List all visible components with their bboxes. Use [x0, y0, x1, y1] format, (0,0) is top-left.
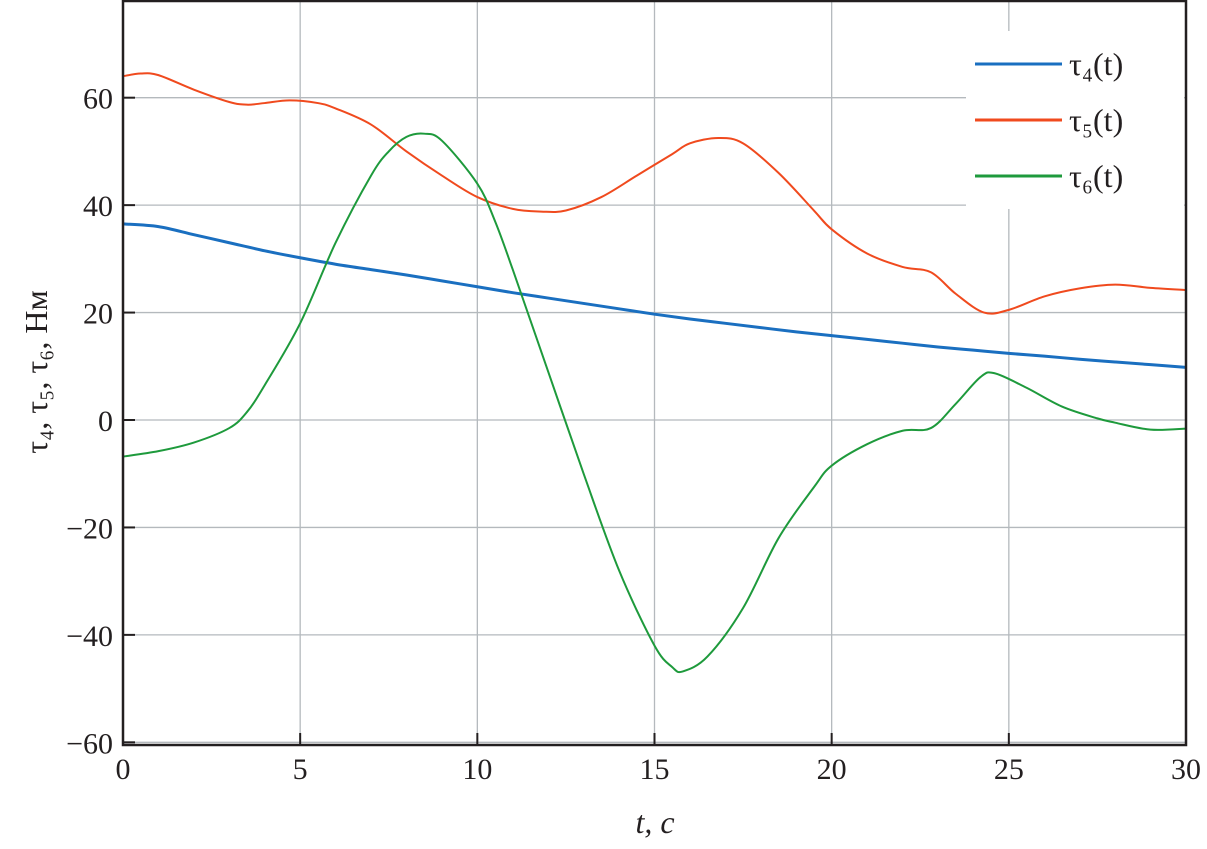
series-line-6	[122, 132, 1187, 674]
y-tick-label: 40	[83, 190, 113, 223]
x-axis-label: t, c	[635, 804, 674, 840]
x-tick-label: 15	[640, 753, 670, 786]
x-tick-label: 10	[462, 753, 492, 786]
plot-frame	[121, 0, 1188, 747]
y-tick-label: −40	[66, 620, 113, 653]
series-lines	[122, 72, 1187, 674]
y-axis-label: τ₄, τ₅, τ₆, Нм	[18, 290, 54, 453]
y-tick-label: 20	[83, 298, 113, 331]
legend-label: τ₄(t)	[1069, 46, 1123, 82]
series-line-4	[122, 222, 1187, 369]
y-tick-label: −60	[66, 727, 113, 760]
axes: 0 5 10 15 20 25 30 −60 −40 −20 0 20 40 60	[66, 0, 1201, 786]
x-tick-label: 20	[817, 753, 847, 786]
y-tick-label: 60	[83, 83, 113, 116]
y-tick-label: 0	[98, 405, 113, 438]
series-line-5	[122, 72, 1187, 315]
x-tick-label: 25	[994, 753, 1024, 786]
x-tick-label: 30	[1171, 753, 1201, 786]
y-tick-label: −20	[66, 512, 113, 545]
legend: τ₄(t) τ₅(t) τ₆(t)	[966, 31, 1184, 209]
x-tick-label: 5	[293, 753, 308, 786]
legend-label: τ₆(t)	[1069, 158, 1123, 194]
legend-label: τ₅(t)	[1069, 102, 1123, 138]
x-tick-label: 0	[116, 753, 131, 786]
